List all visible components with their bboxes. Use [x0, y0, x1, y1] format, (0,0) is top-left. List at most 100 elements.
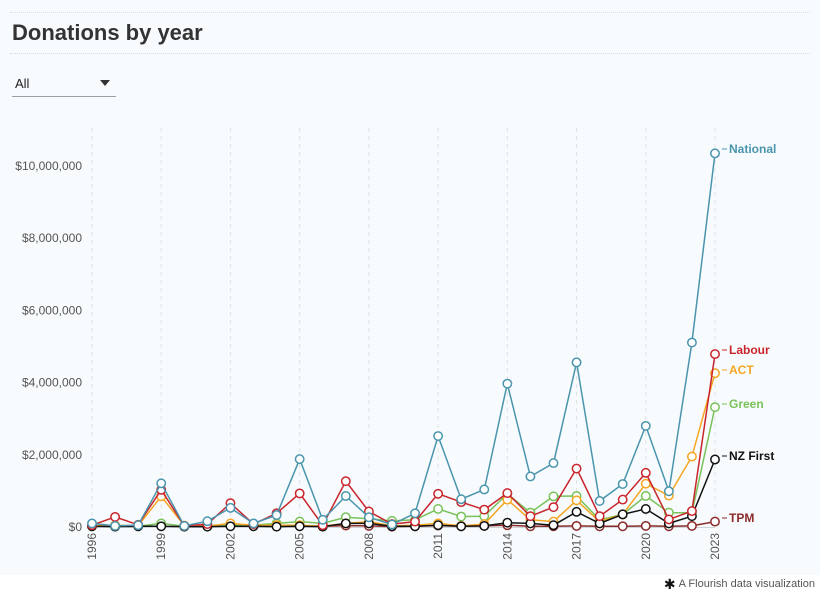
y-tick-label: $8,000,000: [22, 231, 82, 245]
data-point: [410, 508, 420, 519]
y-tick-label: $6,000,000: [22, 303, 82, 317]
data-point: [110, 520, 121, 531]
top-divider: [10, 12, 810, 13]
x-tick-label: 2014: [500, 533, 514, 560]
series-label: TPM: [729, 511, 754, 525]
series-line: [91, 353, 716, 527]
data-point: [571, 495, 582, 506]
flourish-asterisk-icon: ✱: [663, 575, 676, 592]
data-point: [502, 378, 513, 389]
series-act: ACT: [87, 363, 754, 532]
data-point: [525, 511, 536, 522]
data-point: [640, 478, 651, 489]
data-point: [571, 357, 582, 368]
x-tick-label: 2008: [362, 533, 376, 560]
credit-text: A Flourish data visualization: [678, 578, 815, 590]
data-point: [686, 506, 697, 517]
series-line: [91, 459, 716, 528]
x-tick-label: 2020: [639, 533, 653, 560]
data-point: [433, 431, 444, 441]
data-point: [156, 521, 167, 532]
data-point: [225, 521, 236, 532]
data-point: [525, 471, 536, 482]
data-point: [271, 510, 282, 521]
series-label: ACT: [729, 363, 754, 377]
party-filter-dropdown[interactable]: All: [12, 70, 116, 97]
data-point: [248, 518, 259, 529]
data-point: [87, 518, 97, 529]
y-tick-label: $2,000,000: [22, 448, 82, 462]
x-tick-label: 2005: [293, 533, 307, 560]
data-point: [294, 488, 305, 499]
data-point: [710, 454, 720, 465]
data-point: [156, 478, 167, 489]
data-point: [663, 486, 674, 497]
data-point: [340, 491, 351, 501]
data-point: [617, 479, 628, 489]
flourish-credit[interactable]: ✱ A Flourish data visualization: [663, 575, 815, 592]
x-tick-label: 1996: [85, 533, 99, 560]
x-tick-label: 2002: [223, 533, 237, 560]
chart-panel: [0, 0, 820, 575]
data-point: [710, 148, 720, 159]
title-divider: [10, 53, 810, 54]
y-tick-label: $4,000,000: [22, 376, 82, 390]
series-label: Labour: [729, 343, 770, 357]
data-point: [363, 512, 374, 523]
data-point: [571, 463, 582, 474]
data-point: [617, 521, 628, 532]
data-point: [663, 514, 674, 525]
data-point: [133, 520, 144, 531]
data-point: [640, 520, 651, 531]
y-tick-label: $0: [69, 520, 83, 534]
data-point: [502, 517, 513, 528]
data-point: [433, 488, 444, 499]
data-point: [710, 516, 720, 527]
data-point: [640, 467, 651, 478]
data-point: [387, 519, 397, 530]
data-point: [686, 337, 697, 348]
series-label: Green: [729, 397, 764, 411]
data-point: [479, 504, 490, 515]
data-point: [594, 511, 605, 522]
data-point: [640, 504, 651, 514]
data-point: [433, 520, 444, 531]
data-point: [202, 516, 213, 527]
data-point: [225, 502, 236, 513]
data-point: [686, 520, 697, 531]
series-line: [91, 406, 716, 528]
series-line: [91, 153, 716, 527]
line-chart: $0 $2,000,000 $4,000,000 $6,000,000 $8,000,0…: [15, 128, 776, 560]
data-point: [548, 458, 559, 469]
data-point: [110, 511, 121, 522]
data-point: [594, 496, 605, 506]
data-point: [410, 516, 420, 527]
data-point: [294, 521, 305, 532]
data-point: [686, 451, 697, 462]
data-point: [710, 349, 720, 360]
data-point: [571, 520, 582, 531]
x-tick-label: 2011: [431, 533, 445, 559]
data-point: [479, 520, 490, 531]
data-point: [502, 488, 513, 499]
x-tick-label: 1999: [154, 533, 168, 560]
data-point: [456, 511, 467, 522]
data-point: [571, 506, 582, 517]
data-point: [640, 420, 651, 431]
data-point: [479, 484, 490, 495]
data-point: [456, 494, 467, 505]
x-tick-label: 2017: [570, 533, 584, 560]
data-point: [340, 518, 351, 529]
x-tick-label: 2023: [708, 533, 722, 560]
data-point: [317, 514, 328, 525]
data-point: [340, 476, 351, 487]
party-filter-value: All: [15, 76, 30, 91]
data-point: [710, 402, 720, 413]
data-point: [548, 520, 559, 531]
data-point: [456, 521, 467, 532]
series-national: National: [87, 142, 776, 531]
series-green: Green: [87, 397, 764, 532]
data-point: [548, 491, 559, 502]
series-label: National: [729, 142, 776, 156]
data-point: [617, 509, 628, 520]
